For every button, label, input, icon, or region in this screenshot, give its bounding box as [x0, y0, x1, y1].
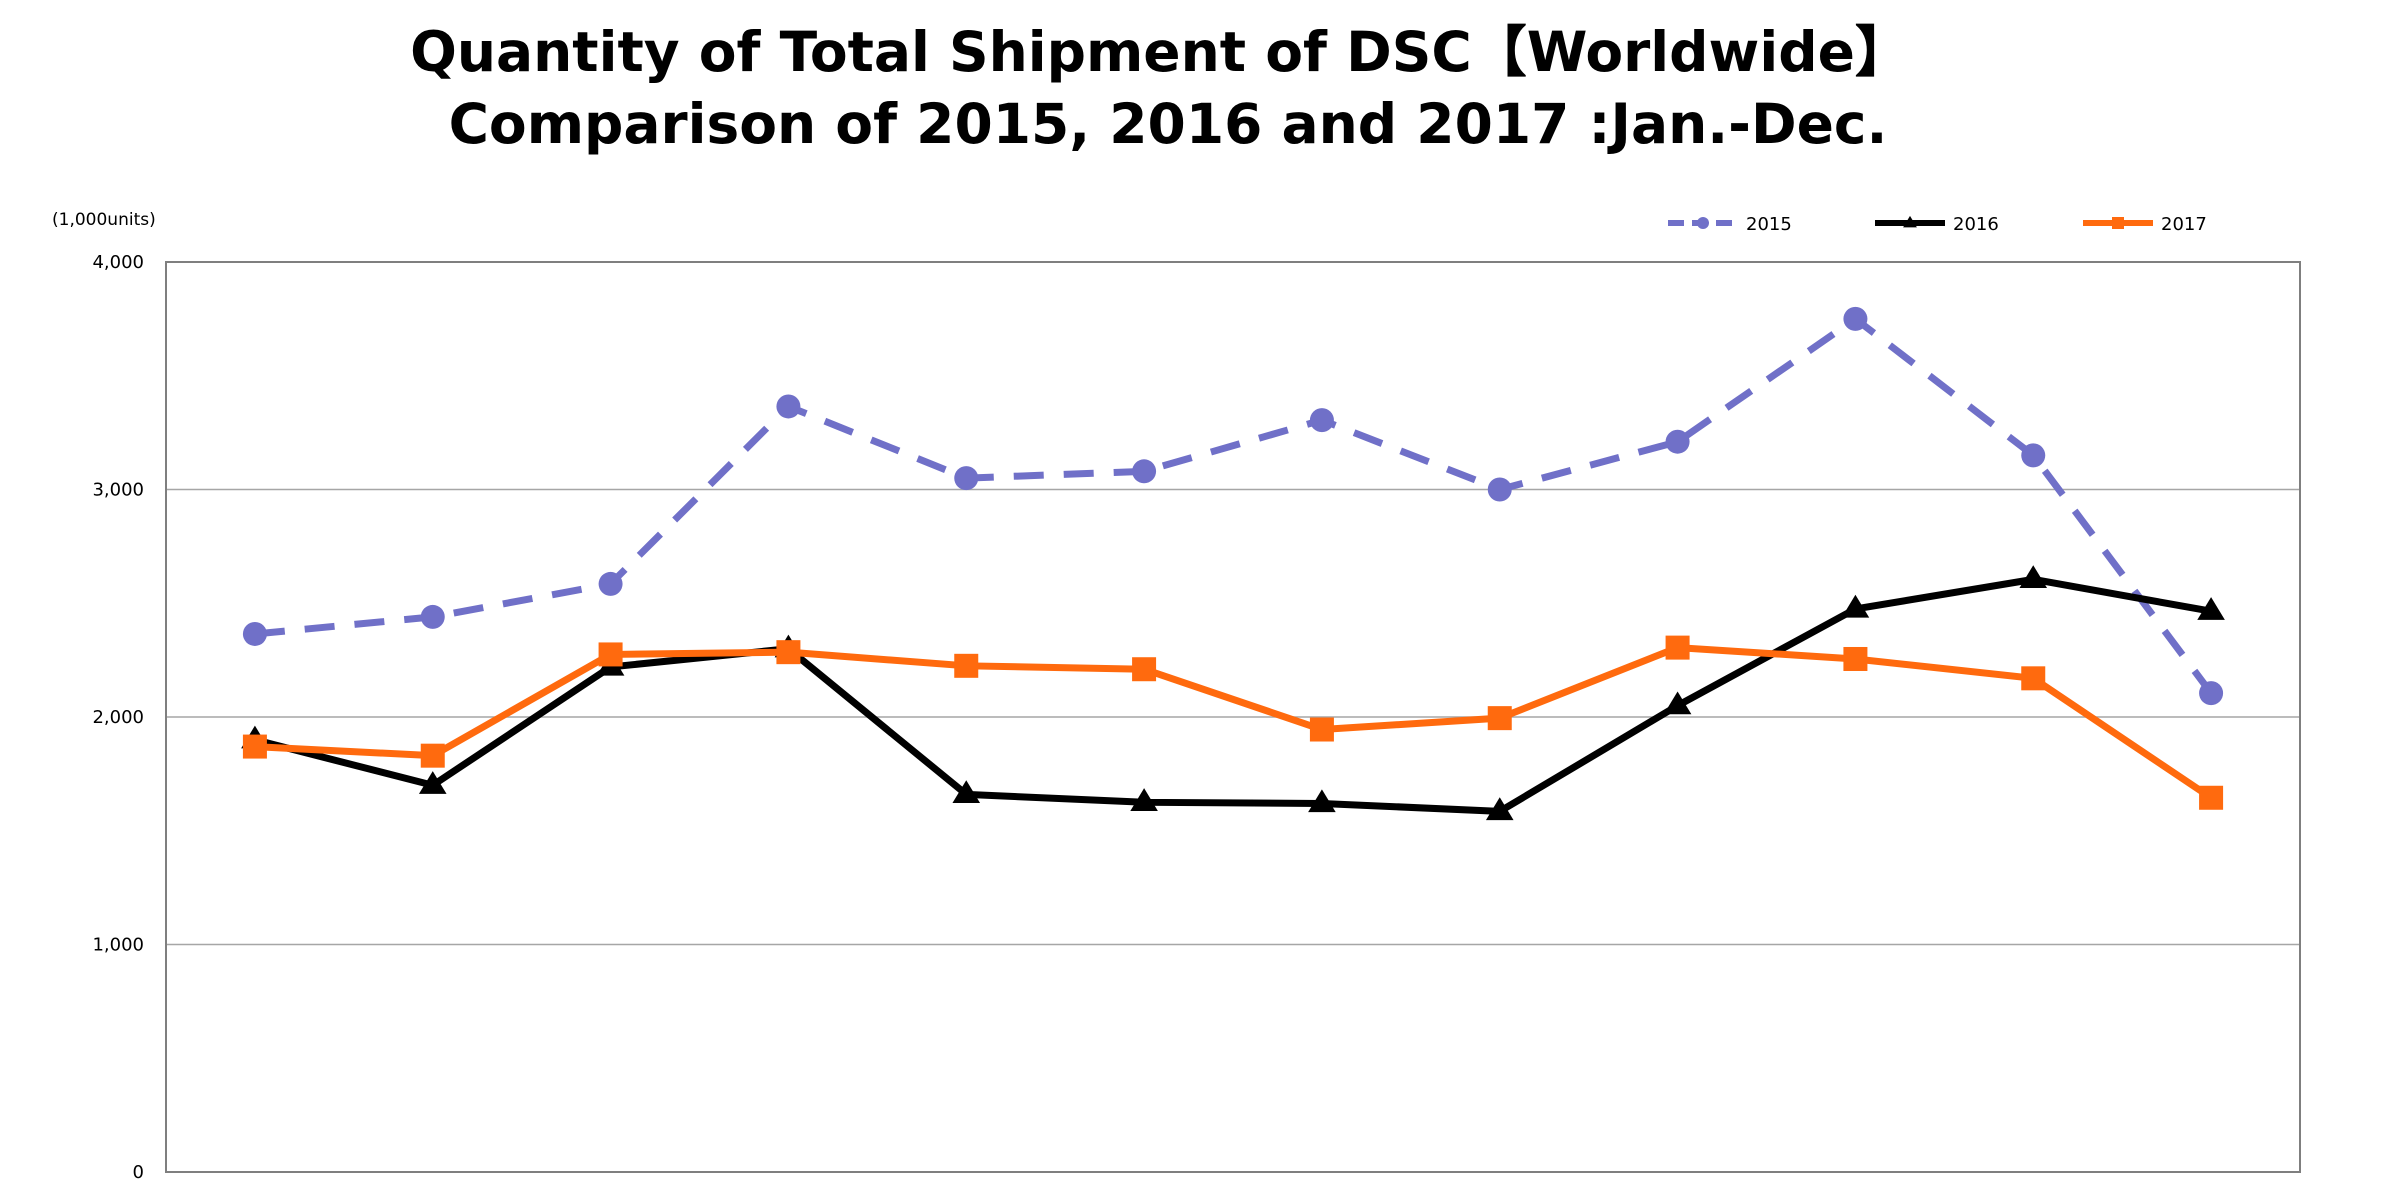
- y-axis: 0 1,000 2,000 3,000 4,000: [92, 252, 2301, 1183]
- data-point-2016-6: [1130, 788, 1158, 811]
- data-point-2015-7: [1309, 408, 1334, 433]
- series-2017: [242, 635, 2224, 810]
- data-point-2017-9: [1665, 635, 1690, 660]
- y-axis-unit-label: (1,000units): [52, 210, 156, 230]
- legend-item-2017: 2017: [2083, 214, 2207, 235]
- data-point-2017-11: [2021, 666, 2046, 691]
- data-point-2016-5: [952, 780, 981, 804]
- data-point-2017-2: [420, 743, 445, 768]
- legend-label-2016: 2016: [1953, 214, 1999, 235]
- legend-label-2017: 2017: [2161, 214, 2207, 235]
- chart-subtitle: Comparison of 2015, 2016 and 2017 :Jan.-…: [449, 92, 1888, 156]
- data-point-2015-12: [2199, 681, 2224, 706]
- data-point-2015-5: [954, 466, 979, 491]
- data-point-2015-6: [1132, 459, 1157, 484]
- data-point-2017-12: [2199, 785, 2224, 810]
- legend-marker-2016: [1903, 215, 1917, 228]
- data-point-2017-6: [1132, 657, 1157, 682]
- plot-area-border: [165, 261, 2301, 1173]
- data-point-2016-9: [1663, 691, 1692, 715]
- gridlines: [166, 488, 2300, 946]
- data-point-2015-2: [420, 604, 445, 629]
- y-tick-label: 2,000: [92, 707, 144, 728]
- data-point-2016-10: [1841, 594, 1870, 618]
- data-point-2017-8: [1487, 706, 1512, 731]
- data-point-2016-8: [1485, 797, 1514, 821]
- data-point-2015-9: [1665, 429, 1690, 454]
- y-tick-label: 4,000: [92, 252, 144, 273]
- data-point-2016-7: [1308, 789, 1336, 813]
- series-line-2015: [254, 315, 2214, 696]
- data-point-2017-7: [1309, 717, 1334, 742]
- legend-item-2016: 2016: [1875, 214, 1999, 235]
- data-point-2015-11: [2021, 443, 2046, 468]
- legend-marker-2015: [1697, 217, 1709, 229]
- data-point-2015-3: [598, 571, 623, 596]
- y-tick-label: 0: [133, 1162, 144, 1183]
- series-line-2016: [254, 575, 2212, 815]
- legend-marker-2017: [2112, 217, 2124, 229]
- data-point-2016-12: [2197, 597, 2225, 620]
- data-point-2017-5: [954, 653, 979, 678]
- series-2015: [242, 306, 2224, 706]
- data-point-2015-1: [242, 621, 267, 646]
- data-point-2016-11: [2019, 565, 2048, 589]
- y-tick-label: 3,000: [92, 480, 144, 501]
- data-point-2015-10: [1843, 306, 1868, 331]
- data-point-2016-2: [418, 771, 447, 794]
- legend-label-2015: 2015: [1746, 214, 1792, 235]
- series-layer: [241, 306, 2225, 821]
- series-line-2017: [254, 644, 2214, 801]
- data-point-2017-4: [776, 640, 801, 665]
- y-tick-label: 1,000: [92, 935, 144, 956]
- legend: 2015 2016 2017: [1668, 214, 2207, 235]
- legend-item-2015: 2015: [1668, 214, 1792, 235]
- data-point-2017-3: [598, 642, 623, 667]
- data-point-2015-8: [1487, 477, 1512, 502]
- data-point-2017-1: [242, 734, 267, 759]
- data-point-2015-4: [776, 394, 801, 419]
- chart-title: Quantity of Total Shipment of DSC【Worldw…: [410, 20, 1910, 84]
- data-point-2017-10: [1843, 646, 1868, 671]
